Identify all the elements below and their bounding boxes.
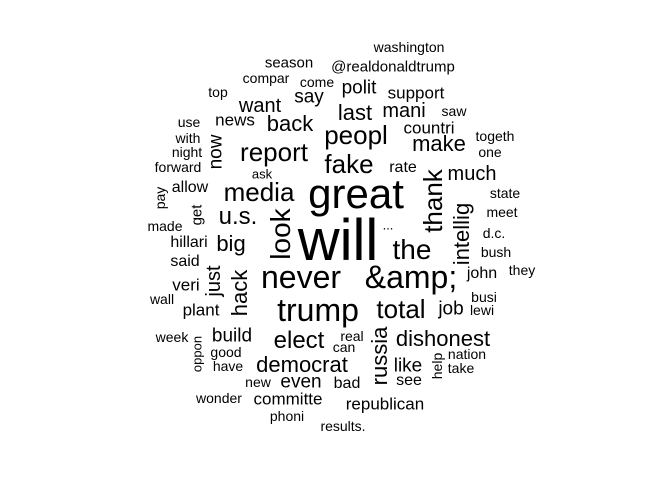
word: nation (447, 346, 487, 362)
word: thank (418, 169, 448, 233)
word: see (396, 372, 422, 389)
word: top (208, 84, 228, 100)
word: report (240, 137, 308, 167)
word: ask (251, 166, 273, 182)
word: countri (403, 118, 455, 138)
word: d.c. (482, 225, 506, 241)
word: one (478, 144, 502, 160)
word: just (203, 265, 225, 297)
word: dishonest (395, 326, 491, 351)
word: ... (382, 217, 394, 233)
word: much (447, 163, 497, 185)
word: u.s. (218, 203, 258, 230)
word: total (376, 294, 426, 324)
word: support (387, 83, 445, 103)
word: veri (172, 275, 200, 295)
word: committe (253, 389, 323, 409)
word: real (340, 328, 364, 344)
word: state (489, 185, 521, 201)
word: last (337, 100, 373, 125)
word: get (188, 204, 206, 226)
word: like (393, 355, 423, 377)
word: can (332, 339, 356, 355)
word: even (280, 371, 322, 393)
word: job (438, 298, 464, 320)
word: use (177, 114, 201, 130)
word: oppon (189, 335, 205, 373)
word: pay (152, 186, 168, 210)
word: the (392, 234, 432, 265)
word: wall (149, 291, 175, 307)
word: john (466, 265, 498, 282)
word: &amp; (364, 259, 458, 295)
word: want (238, 95, 282, 117)
word: meet (486, 204, 518, 220)
word: help (429, 352, 445, 380)
word: great (308, 170, 404, 217)
word: phoni (269, 408, 305, 424)
word: washington (373, 39, 445, 55)
word: elect (273, 327, 325, 354)
word: said (170, 253, 200, 270)
word: hack (227, 269, 252, 317)
word: bush (480, 244, 512, 260)
word: never (260, 259, 342, 295)
word: plant (182, 300, 220, 320)
word: results. (320, 418, 366, 434)
word: night (171, 144, 203, 160)
word: trump (277, 292, 359, 328)
word: say (294, 86, 324, 108)
word: mani (382, 100, 426, 122)
word: saw (441, 103, 467, 119)
word: come (299, 74, 335, 90)
word: news (215, 110, 255, 130)
word: big (216, 231, 246, 256)
word: wonder (196, 390, 242, 406)
word: good (210, 344, 242, 360)
word: look (265, 208, 296, 260)
word: made (147, 218, 183, 234)
word: rate (389, 159, 417, 176)
word: take (447, 360, 475, 376)
word: russia (367, 326, 392, 386)
word: republican (345, 394, 425, 414)
word: compar (242, 70, 290, 86)
word: build (211, 325, 253, 347)
word: new (245, 374, 271, 390)
word: they (508, 262, 536, 278)
word: make (412, 131, 466, 156)
word: peopl (324, 120, 388, 150)
word: with (175, 130, 201, 146)
word: now (205, 134, 227, 170)
word: polit (341, 77, 377, 99)
word: season (264, 54, 314, 72)
word: busi (471, 289, 497, 305)
word: bad (333, 375, 361, 392)
word: media (223, 177, 295, 207)
word: hillari (170, 234, 208, 251)
word: democrat (256, 352, 348, 377)
word: intellig (449, 202, 474, 266)
word: fake (324, 149, 374, 179)
word: back (266, 111, 314, 136)
word: allow (171, 179, 209, 196)
word: will (297, 208, 379, 273)
word: forward (154, 159, 202, 175)
word: lewi (469, 302, 495, 318)
word: togeth (475, 128, 515, 144)
word: week (155, 329, 189, 345)
word: @realdonaldtrump (331, 58, 455, 76)
word: have (212, 358, 244, 374)
